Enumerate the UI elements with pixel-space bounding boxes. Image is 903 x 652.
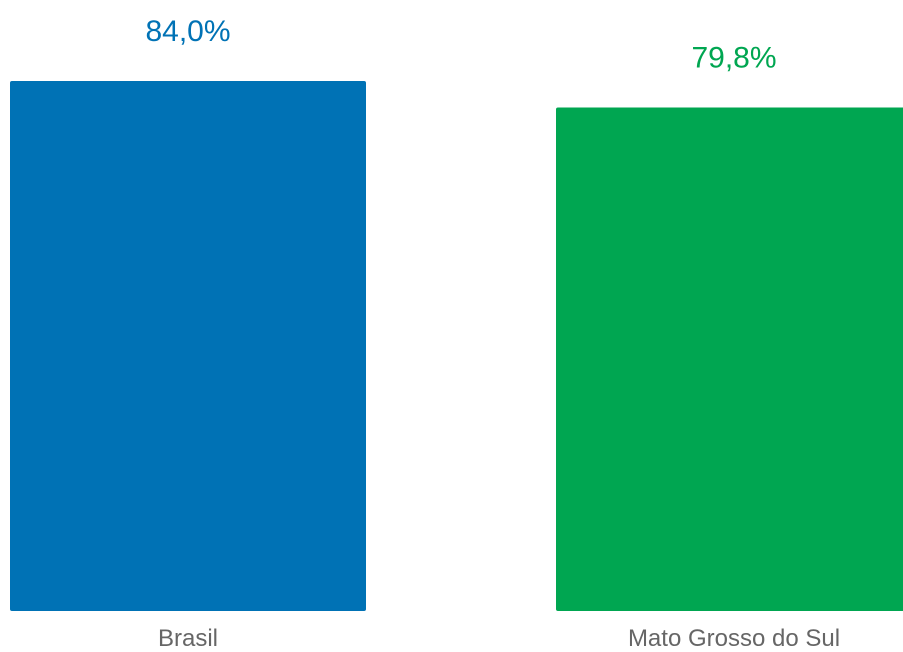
value-label-brasil: 84,0% [145, 15, 230, 48]
value-labels-group: 84,0% 79,8% [144, 14, 778, 77]
category-label-brasil: Brasil [158, 625, 218, 652]
bar-brasil [10, 81, 366, 611]
bar-mato-grosso-do-sul [556, 107, 903, 611]
value-label-mato-grosso-do-sul: 79,8% [691, 42, 776, 75]
category-labels-group: Brasil Mato Grosso do Sul [158, 625, 840, 652]
category-label-mato-grosso-do-sul: Mato Grosso do Sul [628, 625, 840, 652]
bars-group [10, 81, 903, 611]
